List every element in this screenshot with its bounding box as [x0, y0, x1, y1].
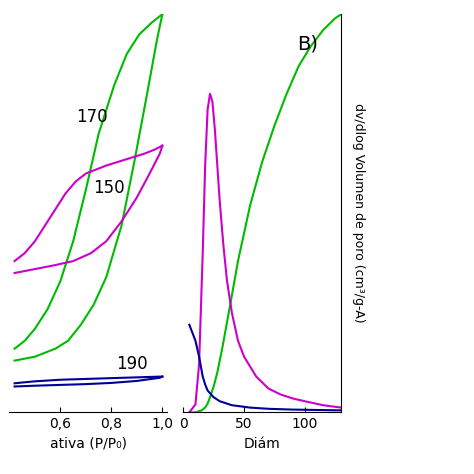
Text: 190: 190: [117, 355, 148, 373]
Text: 150: 150: [93, 179, 125, 197]
Y-axis label: dv/dlog Volumen de poro (cm³/g-A): dv/dlog Volumen de poro (cm³/g-A): [352, 103, 365, 323]
X-axis label: ativa (P/P₀): ativa (P/P₀): [50, 437, 127, 451]
Text: B): B): [297, 34, 318, 53]
X-axis label: Diám: Diám: [244, 437, 281, 451]
Text: 170: 170: [76, 108, 108, 126]
